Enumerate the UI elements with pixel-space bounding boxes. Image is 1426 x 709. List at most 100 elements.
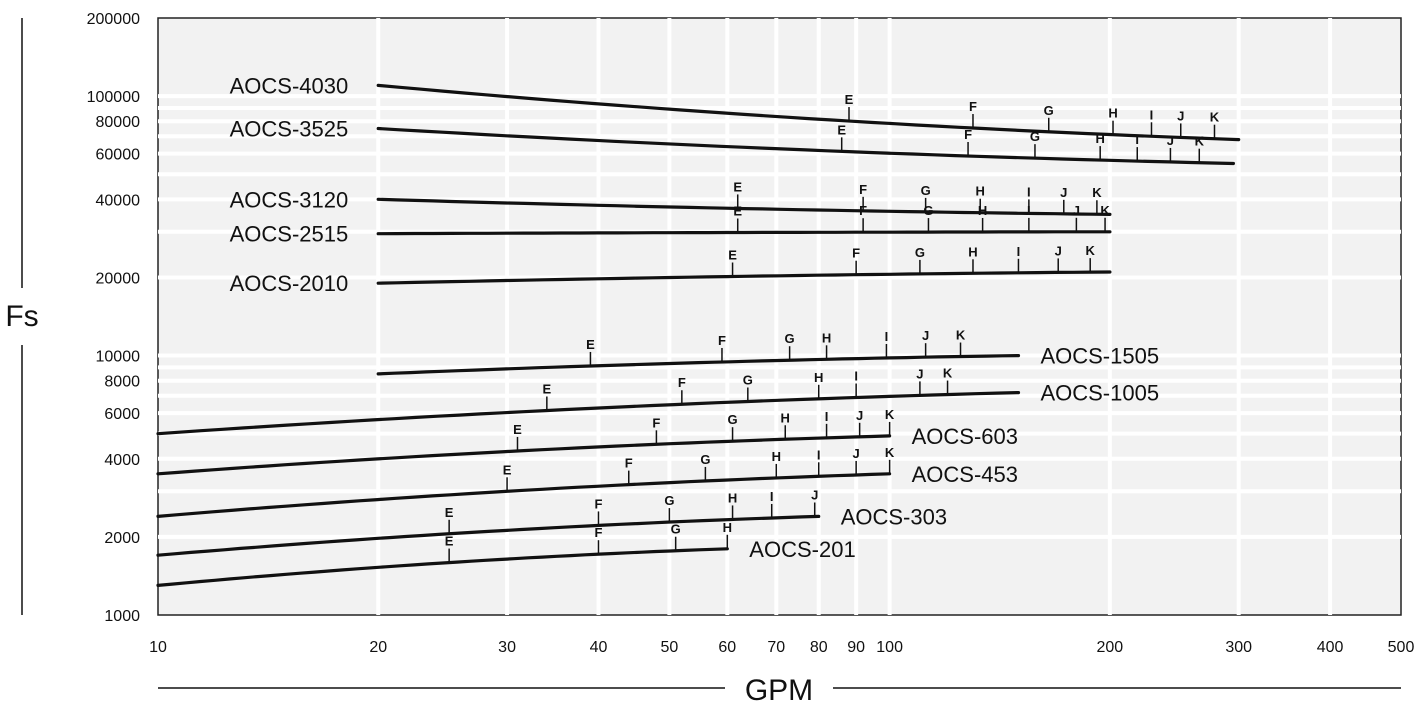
marker-label: H	[976, 184, 985, 199]
marker-label: E	[837, 122, 846, 137]
marker-label: G	[785, 331, 795, 346]
marker-label: J	[1073, 203, 1080, 218]
marker-label: G	[664, 493, 674, 508]
y-tick-label: 200000	[87, 11, 140, 28]
marker-label: K	[1092, 185, 1102, 200]
marker-label: G	[1030, 129, 1040, 144]
marker-label: E	[513, 422, 522, 437]
x-tick-label: 40	[590, 639, 608, 656]
series-line	[156, 472, 892, 518]
series-line	[156, 391, 1021, 436]
marker-label: H	[1095, 131, 1104, 146]
marker-label: I	[1017, 244, 1021, 259]
x-tick-label: 60	[718, 639, 736, 656]
x-tick-label: 10	[149, 639, 167, 656]
marker-label: J	[853, 446, 860, 461]
x-tick-label: 400	[1317, 639, 1344, 656]
marker-label: E	[586, 337, 595, 352]
marker-label: E	[728, 247, 737, 262]
x-tick-label: 80	[810, 639, 828, 656]
series-label: AOCS-1505	[1040, 344, 1159, 369]
x-tick-label: 30	[498, 639, 516, 656]
marker-label: F	[859, 182, 867, 197]
marker-label: K	[885, 445, 895, 460]
marker-label: K	[885, 407, 895, 422]
marker-label: E	[543, 382, 552, 397]
marker-label: J	[1060, 185, 1067, 200]
series-label: AOCS-2515	[230, 222, 349, 247]
y-tick-label: 80000	[96, 114, 141, 131]
series-line	[376, 126, 1235, 166]
y-tick-label: 60000	[96, 147, 141, 164]
series-line	[376, 354, 1021, 376]
y-tick-label: 6000	[104, 406, 140, 423]
x-ticks: 10 20 30 40 50 60 70 80 90 100 200 300 400 500	[149, 639, 1414, 656]
series-line	[376, 270, 1112, 285]
marker-label: F	[625, 456, 633, 471]
marker-label: G	[700, 452, 710, 467]
marker-label: G	[1044, 103, 1054, 118]
y-ticks: 1000 2000 4000 6000 8000 10000 20000 40000 60000…	[87, 11, 140, 625]
marker-label: F	[652, 415, 660, 430]
series-label: AOCS-603	[912, 424, 1018, 449]
marker-label: F	[595, 496, 603, 511]
marker-label: H	[728, 490, 737, 505]
marker-label: H	[814, 370, 823, 385]
series-label: AOCS-3120	[230, 187, 349, 212]
x-tick-label: 300	[1225, 639, 1252, 656]
marker-label: I	[817, 447, 821, 462]
marker-label: H	[822, 330, 831, 345]
marker-label: I	[1027, 184, 1031, 199]
marker-label: F	[595, 525, 603, 540]
marker-label: F	[718, 333, 726, 348]
marker-label: H	[723, 520, 732, 535]
marker-label: F	[969, 99, 977, 114]
marker-label: I	[1027, 203, 1031, 218]
x-tick-label: 500	[1388, 639, 1415, 656]
marker-label: J	[1055, 243, 1062, 258]
y-tick-label: 100000	[87, 89, 140, 106]
series-line	[156, 434, 892, 476]
marker-label: K	[1195, 134, 1205, 149]
y-tick-label: 8000	[104, 374, 140, 391]
marker-label: F	[852, 246, 860, 261]
marker-label: G	[671, 522, 681, 537]
series-label: AOCS-4030	[230, 73, 349, 98]
marker-label: I	[1150, 107, 1154, 122]
marker-label: E	[733, 204, 742, 219]
y-tick-label: 20000	[96, 270, 141, 287]
series-line	[156, 547, 729, 587]
series-label: AOCS-303	[841, 504, 947, 529]
marker-label: J	[1177, 108, 1184, 123]
marker-label: J	[811, 487, 818, 502]
marker-label: H	[968, 244, 977, 259]
x-tick-label: 20	[369, 639, 387, 656]
marker-label: G	[915, 245, 925, 260]
series-label: AOCS-2010	[230, 271, 349, 296]
marker-label: H	[1108, 106, 1117, 121]
marker-label: G	[743, 373, 753, 388]
series-label: AOCS-201	[749, 537, 855, 562]
x-axis-title: GPM	[745, 674, 813, 707]
marker-label: K	[1210, 110, 1220, 125]
marker-label: K	[1086, 243, 1096, 258]
marker-label: F	[859, 203, 867, 218]
marker-label: H	[772, 449, 781, 464]
marker-label: G	[921, 183, 931, 198]
marker-label: H	[978, 203, 987, 218]
marker-label: E	[503, 462, 512, 477]
marker-label: E	[445, 534, 454, 549]
marker-label: J	[922, 328, 929, 343]
y-tick-label: 4000	[104, 452, 140, 469]
y-axis-title: Fs	[5, 300, 38, 333]
marker-label: E	[445, 505, 454, 520]
marker-label: J	[1167, 133, 1174, 148]
marker-label: I	[1135, 132, 1139, 147]
x-tick-label: 200	[1097, 639, 1124, 656]
y-tick-label: 2000	[104, 530, 140, 547]
series-label: AOCS-3525	[230, 117, 349, 142]
marker-label: E	[845, 92, 854, 107]
marker-label: F	[964, 127, 972, 142]
